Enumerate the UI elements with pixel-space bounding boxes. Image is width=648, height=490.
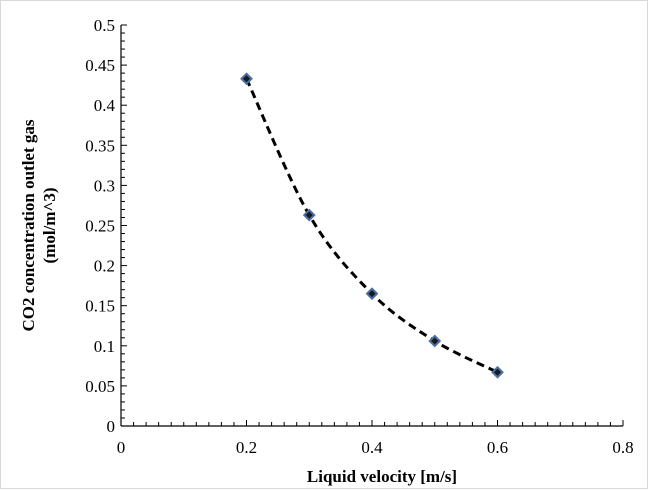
- y-tick-label: 0.15: [85, 297, 115, 316]
- y-axis-title-line1: CO2 concentration outlet gas: [19, 119, 38, 331]
- x-axis-title: Liquid velocity [m/s]: [307, 467, 457, 486]
- y-tick-label: 0.45: [85, 56, 115, 75]
- series-layer: [240, 72, 504, 379]
- x-tick-label: 0.2: [236, 438, 257, 457]
- axes: [120, 25, 623, 427]
- y-tick-label: 0: [107, 417, 116, 436]
- y-tick-label: 0.3: [94, 176, 115, 195]
- data-point: [365, 287, 379, 301]
- y-tick-label: 0.25: [85, 217, 115, 236]
- y-tick-label: 0.05: [85, 377, 115, 396]
- data-point: [240, 72, 253, 86]
- y-tick-label: 0.4: [94, 96, 116, 115]
- y-tick-label: 0.1: [94, 337, 115, 356]
- y-tick-label: 0.2: [94, 257, 115, 276]
- y-tick-label: 0.35: [85, 136, 115, 155]
- data-point: [491, 365, 504, 379]
- y-axis-title: CO2 concentration outlet gas (mol/m^3): [19, 119, 59, 331]
- data-point: [428, 334, 442, 348]
- y-ticks: 0 0.05 0.1 0.15 0.2 0.25 0.3 0.35 0.4 0.45 0.5: [85, 16, 127, 436]
- y-axis-title-line2: (mol/m^3): [40, 188, 59, 264]
- x-tick-label: 0.8: [612, 438, 633, 457]
- x-tick-label: 0.4: [361, 438, 383, 457]
- series-line: [245, 78, 499, 374]
- x-ticks: 0 0.2 0.4 0.6 0.8: [117, 420, 634, 457]
- data-point: [302, 208, 316, 222]
- x-tick-label: 0.6: [487, 438, 508, 457]
- x-tick-label: 0: [117, 438, 126, 457]
- y-tick-label: 0.5: [94, 16, 115, 35]
